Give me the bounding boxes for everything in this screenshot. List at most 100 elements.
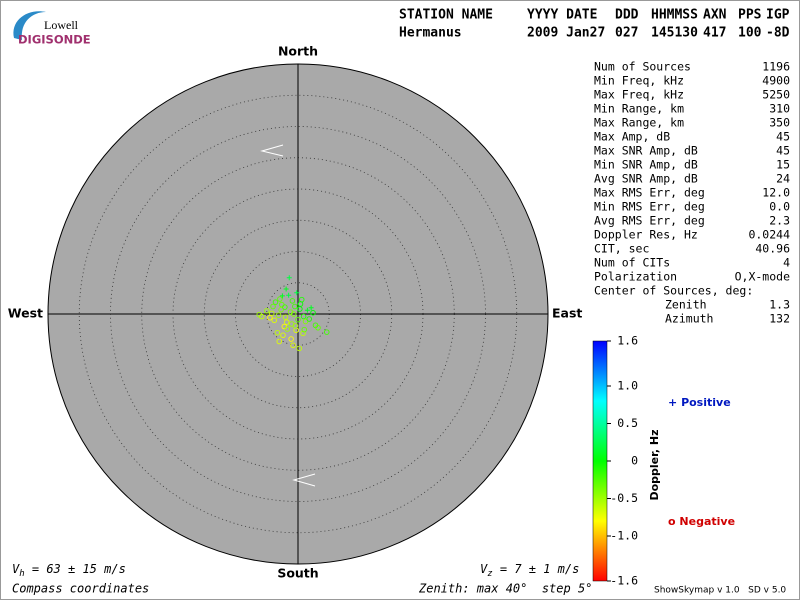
center-label: Azimuth [665,312,713,326]
stat-label: Min RMS Err, deg [594,200,705,214]
stat-value: O,X-mode [735,270,790,284]
source-positive [286,292,292,298]
source-negative [310,310,316,316]
header-value: Hermanus [399,26,462,41]
stat-value: 4900 [762,74,790,88]
header-label: AXN [703,8,727,23]
velocity-arrow [292,473,316,487]
header-label: IGP [766,8,790,23]
source-negative [300,330,306,337]
stat-value: 5250 [762,88,790,102]
source-negative [296,345,303,352]
center-label: Zenith [665,298,707,312]
colorbar-tick-label: -1.6 [610,574,638,588]
vz-text: Vz = 7 ± 1 m/s [480,562,579,579]
colorbar-tick-label: 1.6 [617,334,638,348]
source-negative [277,296,283,302]
stat-value: 1196 [762,60,790,74]
stat-value: 350 [769,116,790,130]
stat-label: Num of CITs [594,256,670,270]
stat-value: 0.0 [769,200,790,214]
header-label: YYYY DATE [527,8,597,23]
stat-value: 45 [776,130,790,144]
header-value: 145130 [651,26,698,41]
stat-label: Avg SNR Amp, dB [594,172,698,186]
source-negative [256,311,263,318]
stat-label: Polarization [594,270,677,284]
east-label: East [552,306,582,321]
stat-label: Doppler Res, Hz [594,228,698,242]
stat-label: CIT, sec [594,242,649,256]
header-label: STATION NAME [399,8,493,23]
stat-label: Min SNR Amp, dB [594,158,698,172]
source-negative [272,299,279,305]
stat-value: 45 [776,144,790,158]
source-negative [267,315,273,321]
stat-value: 310 [769,102,790,116]
stat-label: Min Range, km [594,102,684,116]
stat-value: 15 [776,158,790,172]
stat-value: 40.96 [755,242,790,256]
header-value: 027 [615,26,638,41]
stat-label: Max Range, km [594,116,684,130]
colorbar [592,340,608,582]
source-negative [280,332,286,339]
source-negative [300,313,307,320]
center-value: 1.3 [769,298,790,312]
stat-value: 0.0244 [748,228,790,242]
source-negative [264,308,270,314]
stat-value: 2.3 [769,214,790,228]
source-negative [295,316,301,323]
north-label: North [278,44,318,59]
center-title: Center of Sources, deg: [594,284,753,298]
stat-value: 24 [776,172,790,186]
source-negative [290,311,297,317]
colorbar-label: Doppler, Hz [648,429,661,500]
legend-negative: o Negative [668,515,735,528]
legend-positive: + Positive [668,396,731,409]
stat-label: Max Freq, kHz [594,88,684,102]
west-label: West [8,306,43,321]
source-negative [292,323,299,329]
source-positive [308,305,314,311]
center-value: 132 [769,312,790,326]
source-negative [324,329,330,335]
colorbar-tick-label: -1.0 [610,529,638,543]
source-negative [270,303,276,310]
source-negative [302,318,309,325]
colorbar-tick-label: -0.5 [610,491,638,505]
source-positive [279,293,285,299]
logo-top: Lowell [44,18,79,32]
stat-label: Max RMS Err, deg [594,186,705,200]
header-value: 417 [703,26,726,41]
colorbar-tick-label: 0.5 [617,416,638,430]
source-negative [289,298,296,304]
south-label: South [277,566,318,581]
source-negative [315,325,321,331]
source-positive [283,286,289,292]
zenith-text: Zenith: max 40° step 5° [418,582,592,596]
version-text: ShowSkymap v 1.0 SD v 5.0 [654,586,786,596]
source-negative [276,338,283,345]
source-positive [294,290,300,296]
source-negative [282,314,289,320]
source-negative [275,312,282,319]
header-label: HHMMSS [651,8,698,23]
stat-value: 12.0 [762,186,790,200]
source-negative [269,310,275,317]
logo-swoosh [13,11,46,40]
source-negative [297,301,304,307]
velocity-arrow [260,144,284,157]
stat-label: Num of Sources [594,60,691,74]
coords-text: Compass coordinates [12,582,149,596]
stat-label: Max Amp, dB [594,130,670,144]
source-negative [284,326,291,332]
source-negative [292,303,298,310]
header-label: DDD [615,8,639,23]
source-negative [282,304,288,310]
header-value: -8D [766,26,790,41]
logo-bottom: DIGISONDE [18,33,91,47]
colorbar-tick-label: 1.0 [617,379,638,393]
header-value: 100 [738,26,762,41]
